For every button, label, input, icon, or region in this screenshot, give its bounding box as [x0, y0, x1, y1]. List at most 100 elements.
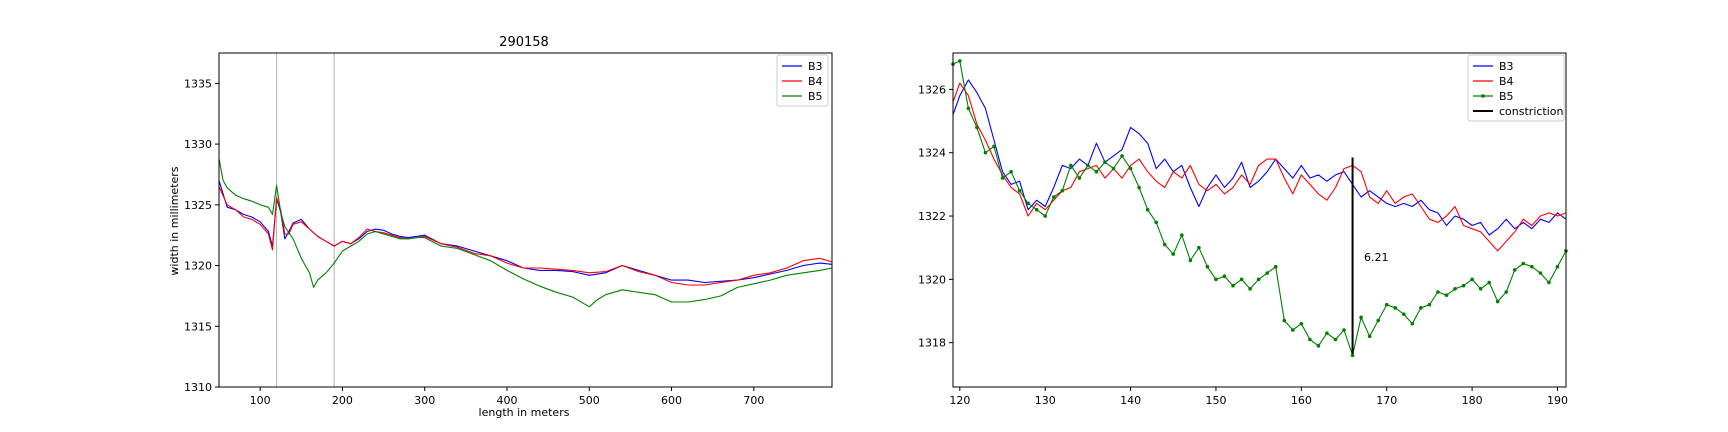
right-series-b5-point	[1512, 268, 1517, 272]
right-series-b5-point	[1521, 261, 1526, 266]
right-x-tick-label: 130	[1035, 394, 1056, 407]
right-series-b5-point	[1367, 334, 1372, 339]
right-series-b5-point	[1086, 163, 1090, 168]
right-x-tick-label: 160	[1291, 394, 1312, 407]
right-chart-frame	[952, 52, 1567, 388]
right-legend-label-constriction: constriction	[1499, 105, 1564, 118]
right-series-b5-point	[1393, 306, 1398, 310]
right-series-b5-point	[1077, 176, 1082, 180]
left-chart-frame	[218, 52, 833, 388]
left-chart-xlabel: length in meters	[479, 406, 570, 419]
left-legend-label-b5: B5	[808, 90, 823, 103]
left-y-tick-label: 1330	[184, 138, 212, 151]
left-x-tick-label: 100	[250, 394, 271, 407]
right-legend-box	[1467, 54, 1565, 122]
right-y-tick-label: 1326	[918, 83, 946, 96]
right-series-b5-point	[1555, 264, 1560, 269]
left-x-tick-label: 400	[496, 394, 517, 407]
right-series-b5-point	[1342, 328, 1346, 332]
right-series-b5-point	[1290, 328, 1295, 332]
right-y-tick-label: 1324	[918, 147, 946, 160]
right-series-b5-point	[1205, 264, 1210, 269]
left-x-tick-label: 200	[332, 394, 353, 407]
right-series-b5-point	[1188, 258, 1193, 263]
left-chart-title: 290158	[499, 35, 549, 50]
right-series-b5-point	[1350, 353, 1355, 358]
right-series-b5-point	[1137, 185, 1141, 190]
left-y-tick-label: 1310	[184, 381, 212, 394]
left-chart-axes: 100 200 300 400 500 600 700 1310 1315 1320 1325 133…	[184, 52, 833, 407]
right-series-b5-point	[1444, 293, 1449, 297]
left-chart-ylabel: width in millimeters	[168, 166, 181, 275]
left-y-tick-label: 1325	[184, 199, 212, 212]
right-series-b5-point	[1034, 207, 1039, 212]
right-series-b5-point	[1401, 312, 1406, 316]
right-x-tick-label: 140	[1120, 394, 1141, 407]
right-legend-label-b3: B3	[1499, 60, 1514, 73]
right-series-b5-point	[1060, 188, 1065, 193]
left-x-tick-label: 600	[661, 394, 682, 407]
left-legend-label-b4: B4	[808, 75, 823, 88]
right-series-b5-point	[1359, 315, 1363, 320]
right-series-b5-point	[1453, 287, 1457, 291]
right-series-b5-point	[975, 125, 979, 130]
right-series-b5-point	[958, 59, 962, 63]
right-y-tick-label: 1318	[918, 337, 946, 350]
right-series-b5-point	[1325, 331, 1329, 335]
right-series-b5-point	[992, 144, 996, 149]
right-series-b5-point	[1282, 318, 1287, 323]
right-x-tick-label: 170	[1376, 394, 1397, 407]
right-series-b5-point	[1009, 169, 1013, 174]
right-series-b5-point	[1120, 154, 1124, 158]
right-series-b5-point	[1265, 271, 1269, 275]
left-x-tick-label: 500	[579, 394, 600, 407]
right-series-b5-point	[1162, 242, 1167, 247]
right-chart-legend: B3 B4 B5 constriction	[1467, 54, 1565, 122]
right-series-b5-point	[1231, 283, 1235, 288]
right-series-b5-point	[1495, 299, 1500, 304]
right-series-b5-point	[1222, 274, 1227, 278]
right-series-b5-point	[1316, 344, 1321, 348]
right-series-b5-point	[1419, 306, 1423, 310]
left-series-b5-line	[218, 158, 833, 308]
right-chart: 120 130 140 150 160 170 180 190 1318 1320 1322 1324…	[918, 52, 1568, 407]
constriction-value-label: 6.21	[1364, 251, 1389, 264]
right-legend-label-b4: B4	[1499, 75, 1514, 88]
right-legend-swatch-b5-marker	[1481, 94, 1485, 98]
right-series-b5-point	[1547, 280, 1551, 285]
right-series-b5-point	[1333, 337, 1338, 342]
right-series-b5-point	[1069, 163, 1073, 168]
right-series-b5-point	[1154, 220, 1158, 225]
right-series-b5-point	[1487, 280, 1491, 285]
right-series-b3-line	[952, 79, 1567, 236]
left-chart-marks	[218, 53, 833, 387]
right-series-b5-point	[1197, 245, 1201, 250]
right-series-b5-point	[1376, 318, 1380, 323]
right-series-b5-point	[1145, 207, 1150, 212]
left-legend-box	[776, 54, 829, 107]
right-series-b5-point	[1478, 287, 1483, 291]
right-series-b5-point	[1273, 264, 1278, 269]
right-legend-label-b5: B5	[1499, 90, 1514, 103]
right-series-b4-line	[952, 82, 1567, 252]
right-series-b5-point	[1427, 302, 1432, 307]
right-series-b5-point	[1171, 252, 1176, 256]
right-series-b5-point	[1436, 290, 1440, 294]
right-series-b5-point	[1000, 176, 1005, 180]
right-series-b5-point	[1239, 277, 1244, 282]
right-chart-marks	[951, 59, 1568, 358]
left-y-tick-label: 1335	[184, 77, 212, 90]
right-series-b5-point	[1299, 321, 1304, 326]
right-series-b5-point	[1384, 302, 1389, 307]
left-chart: 290158 100 200 300 400 500 600 700 1310 1315 1320…	[168, 35, 833, 419]
left-y-tick-label: 1320	[184, 260, 212, 273]
right-series-b5-point	[1248, 287, 1252, 291]
right-x-tick-label: 180	[1462, 394, 1483, 407]
right-series-b5-point	[1026, 201, 1030, 206]
right-series-b5-point	[1308, 337, 1312, 342]
right-series-b5-point	[983, 150, 988, 155]
right-series-b5-point	[1180, 233, 1184, 237]
right-x-tick-label: 120	[949, 394, 970, 407]
right-y-tick-label: 1320	[918, 273, 946, 286]
